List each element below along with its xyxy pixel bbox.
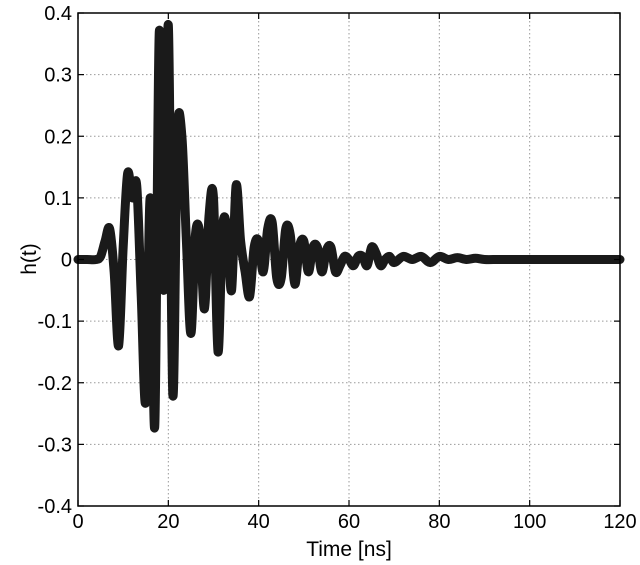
y-tick-label: -0.1	[38, 311, 72, 333]
label-layer: 0 20 40 60 80 100 120 -0.4 -0.3 -0.2 -0.1 0 0.1 0.2 0.…	[38, 3, 637, 533]
x-tick-label: 80	[428, 511, 450, 533]
x-tick-label: 100	[513, 511, 546, 533]
x-tick-label: 20	[157, 511, 179, 533]
x-tick-label: 40	[248, 511, 270, 533]
series-layer	[73, 20, 625, 433]
y-tick-label: 0.1	[44, 188, 72, 210]
x-tick-label: 0	[72, 511, 83, 533]
y-tick-label: -0.3	[38, 434, 72, 456]
x-tick-label: 60	[338, 511, 360, 533]
series-line	[73, 20, 625, 433]
x-axis-label: Time [ns]	[306, 538, 392, 561]
x-tick-label: 120	[603, 511, 636, 533]
y-tick-label: -0.4	[38, 496, 72, 518]
y-tick-label: 0.2	[44, 126, 72, 148]
y-axis-label: h(t)	[18, 243, 41, 275]
y-tick-label: 0	[61, 250, 72, 272]
y-tick-label: -0.2	[38, 373, 72, 395]
y-tick-label: 0.4	[44, 3, 72, 25]
y-tick-label: 0.3	[44, 65, 72, 87]
tick-layer	[77, 12, 621, 507]
